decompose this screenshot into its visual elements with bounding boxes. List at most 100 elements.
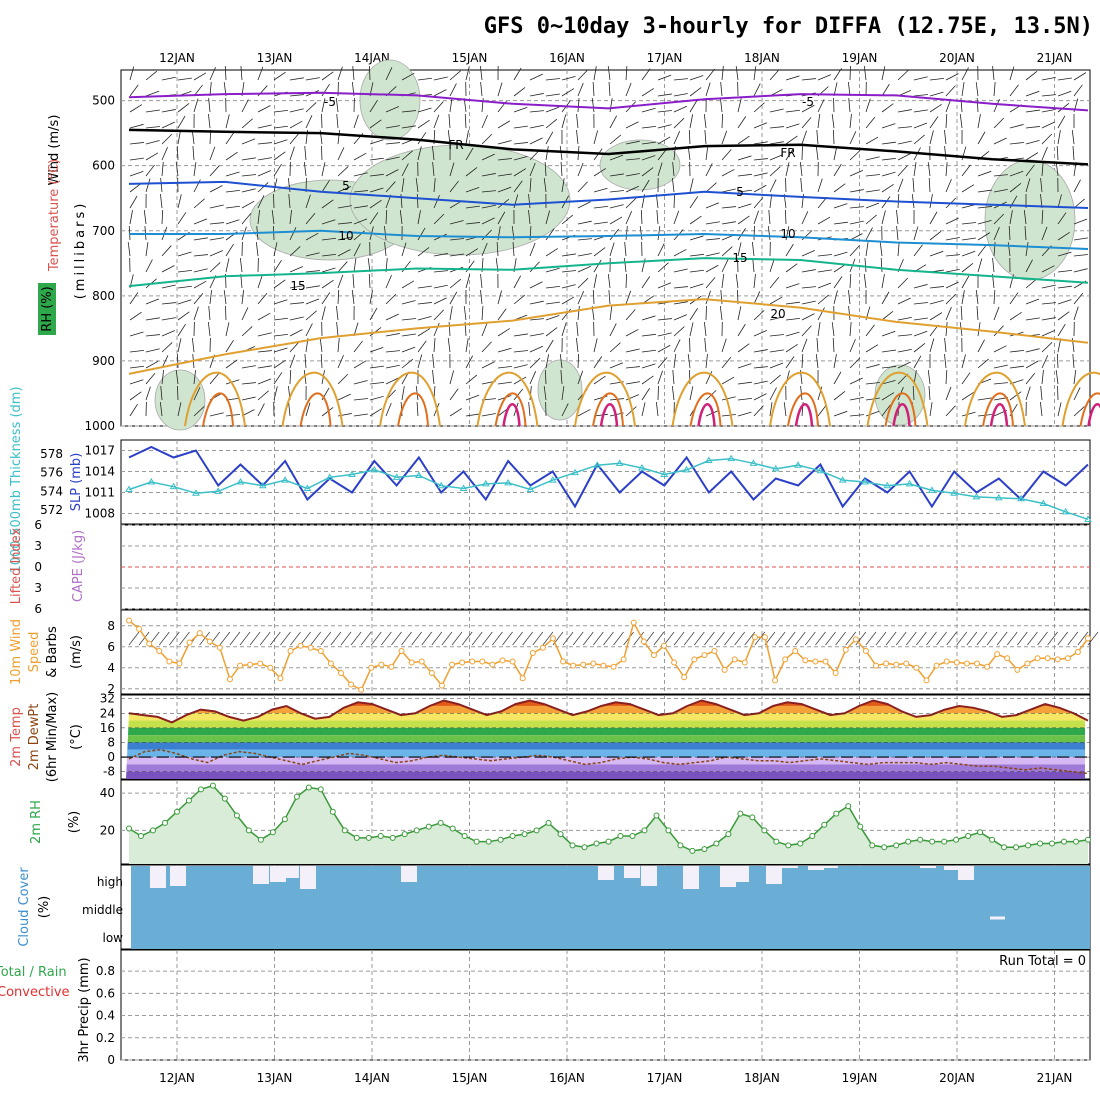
wind-barb [273,279,286,289]
wind-barb [672,370,675,385]
temp2m-unit: (°C) [69,724,84,750]
wind-barb [321,237,336,241]
wind-barb [929,286,944,289]
wind-barb [273,125,288,129]
wind-barb [641,141,656,145]
rh2m-marker [126,825,132,832]
wind-barb [288,402,291,417]
wind-barb [209,146,216,161]
wind-barb [353,190,368,193]
slp-label: SLP (mb) [69,453,84,512]
wind-barb [657,110,672,113]
wind10-unit: (m/s) [69,635,84,669]
bottom-date-label: 19JAN [842,1071,878,1085]
wind-barb [945,293,957,305]
rh2m-marker [581,844,588,851]
wind-barb [961,262,974,273]
wind-barb [848,98,851,113]
wind-barb [896,210,899,225]
slp-tick-label: 1008 [84,507,115,521]
wind-barb [881,274,885,289]
cloud-high-gap [958,866,974,880]
cloud-high-gap [782,866,798,868]
wind-barb [641,126,656,129]
wind-barb [129,391,142,401]
cape-label: CAPE (J/kg) [71,530,86,602]
wind-barb [1025,259,1033,273]
wind-barb [369,408,383,417]
wind-barb [161,121,175,129]
wind-barb [1025,242,1029,257]
wind10-marker [539,644,546,651]
wind10-barb [259,631,271,646]
wind-barb [993,137,1007,145]
wind-barb [817,322,821,337]
cloud-high-gap [598,866,614,880]
wind-barb [897,316,912,321]
wind-barb [705,371,713,385]
wind-barb [913,162,917,177]
wind-barb [175,370,179,385]
wind10-barb [704,631,715,646]
wind-barb [881,141,896,145]
wind10-marker [297,642,304,649]
wind-barb [1041,342,1053,353]
cloud-high-gap [944,866,960,870]
wind-barb [529,110,544,113]
thickness-marker [727,454,736,462]
wind-barb [735,66,739,81]
wind-barb [209,204,224,209]
wind-barb [193,292,204,305]
pressure-tick-label: 1000 [84,419,115,433]
wind-barb [913,355,922,369]
wind-barb [769,334,784,337]
wind10-marker [873,662,880,669]
wind-barb [545,327,558,337]
wind-barb [353,340,363,353]
wind-barb [737,189,752,193]
surface-temp-contour [866,371,929,427]
wind-barb [864,258,867,273]
wind-barb [784,209,787,225]
wind-barb [753,366,768,369]
wind-barb [257,365,272,369]
wind-barb [1041,162,1044,177]
wind-barb [657,262,669,273]
surface-temp-contour [1079,392,1100,427]
wind-barb [929,77,944,81]
cloud-high-gap [766,866,782,884]
rh2m-marker [569,842,576,849]
isotherm-label: -5 [324,95,336,109]
wind-barb [209,66,216,81]
thickness-marker [370,465,379,473]
wind-barb [769,276,780,289]
isotherm-label: 10 [338,229,353,243]
wind10-marker [489,661,496,668]
wind-barb [241,290,244,305]
thickness-marker [972,492,981,500]
wind-barb [225,219,240,225]
wind-barb [865,382,880,385]
wind-barb [703,114,707,129]
rh2m-marker [269,829,276,836]
wind-barb [561,214,574,225]
wind-barb [417,340,427,353]
wind10-marker [963,660,970,667]
wind-barb [815,354,819,369]
wind-barb [369,139,384,145]
wind-barb [513,87,526,97]
rh2m-marker [905,838,912,845]
wind-barb [433,322,440,337]
wind-barb [161,76,176,81]
wind-barb [975,82,979,97]
wind-barb [961,82,965,97]
wind-barb [641,88,654,97]
wind10-marker [166,658,173,665]
wind-barb [737,381,752,385]
wind-barb [577,370,584,385]
rh-shade-area [984,159,1076,281]
wind10-marker [459,659,466,666]
wind-barb [688,129,691,145]
wind-barb [145,152,159,161]
wind-barb [305,270,320,273]
